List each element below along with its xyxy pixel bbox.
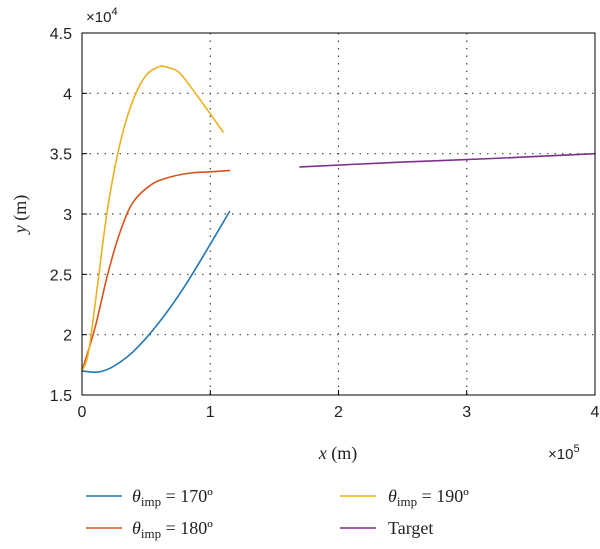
legend: θimp = 170º θimp = 180º θimp = 190º Targ… [86,486,469,541]
legend-entry-target: Target [340,518,433,538]
y-tick-label: 3 [63,207,72,224]
series-line-3 [81,65,224,372]
x-multiplier: ×105 [548,443,580,463]
legend-label-170: θimp = 170º [132,486,213,509]
series-line-1 [81,210,231,374]
x-tick-label: 3 [462,404,471,421]
y-axis-label: y (m) [10,195,31,236]
y-tick-label: 4 [63,86,72,103]
x-tick-label: 1 [206,404,215,421]
y-tick-label: 2 [63,328,72,345]
legend-label-180: θimp = 180º [132,518,213,541]
series-line-4 [299,152,596,168]
y-tick-label: 4.5 [50,26,72,43]
series-lines [81,65,596,374]
y-tick-label: 1.5 [50,388,72,405]
y-tick-label: 3.5 [50,147,72,164]
legend-label-target: Target [388,518,433,538]
axis-ticks: 0 1 2 3 4 1.5 2 2.5 3 3.5 4 4.5 [50,26,600,421]
legend-label-190: θimp = 190º [388,486,469,509]
grid-lines [82,33,595,395]
y-multiplier: ×104 [86,6,118,26]
legend-entry-190: θimp = 190º [340,486,469,509]
series-line-2 [81,169,231,372]
legend-entry-180: θimp = 180º [86,518,213,541]
y-tick-label: 2.5 [50,267,72,284]
x-tick-label: 0 [78,404,87,421]
legend-entry-170: θimp = 170º [86,486,213,509]
x-tick-label: 2 [334,404,343,421]
x-tick-label: 4 [591,404,600,421]
x-axis-label: x (m) [318,443,358,464]
